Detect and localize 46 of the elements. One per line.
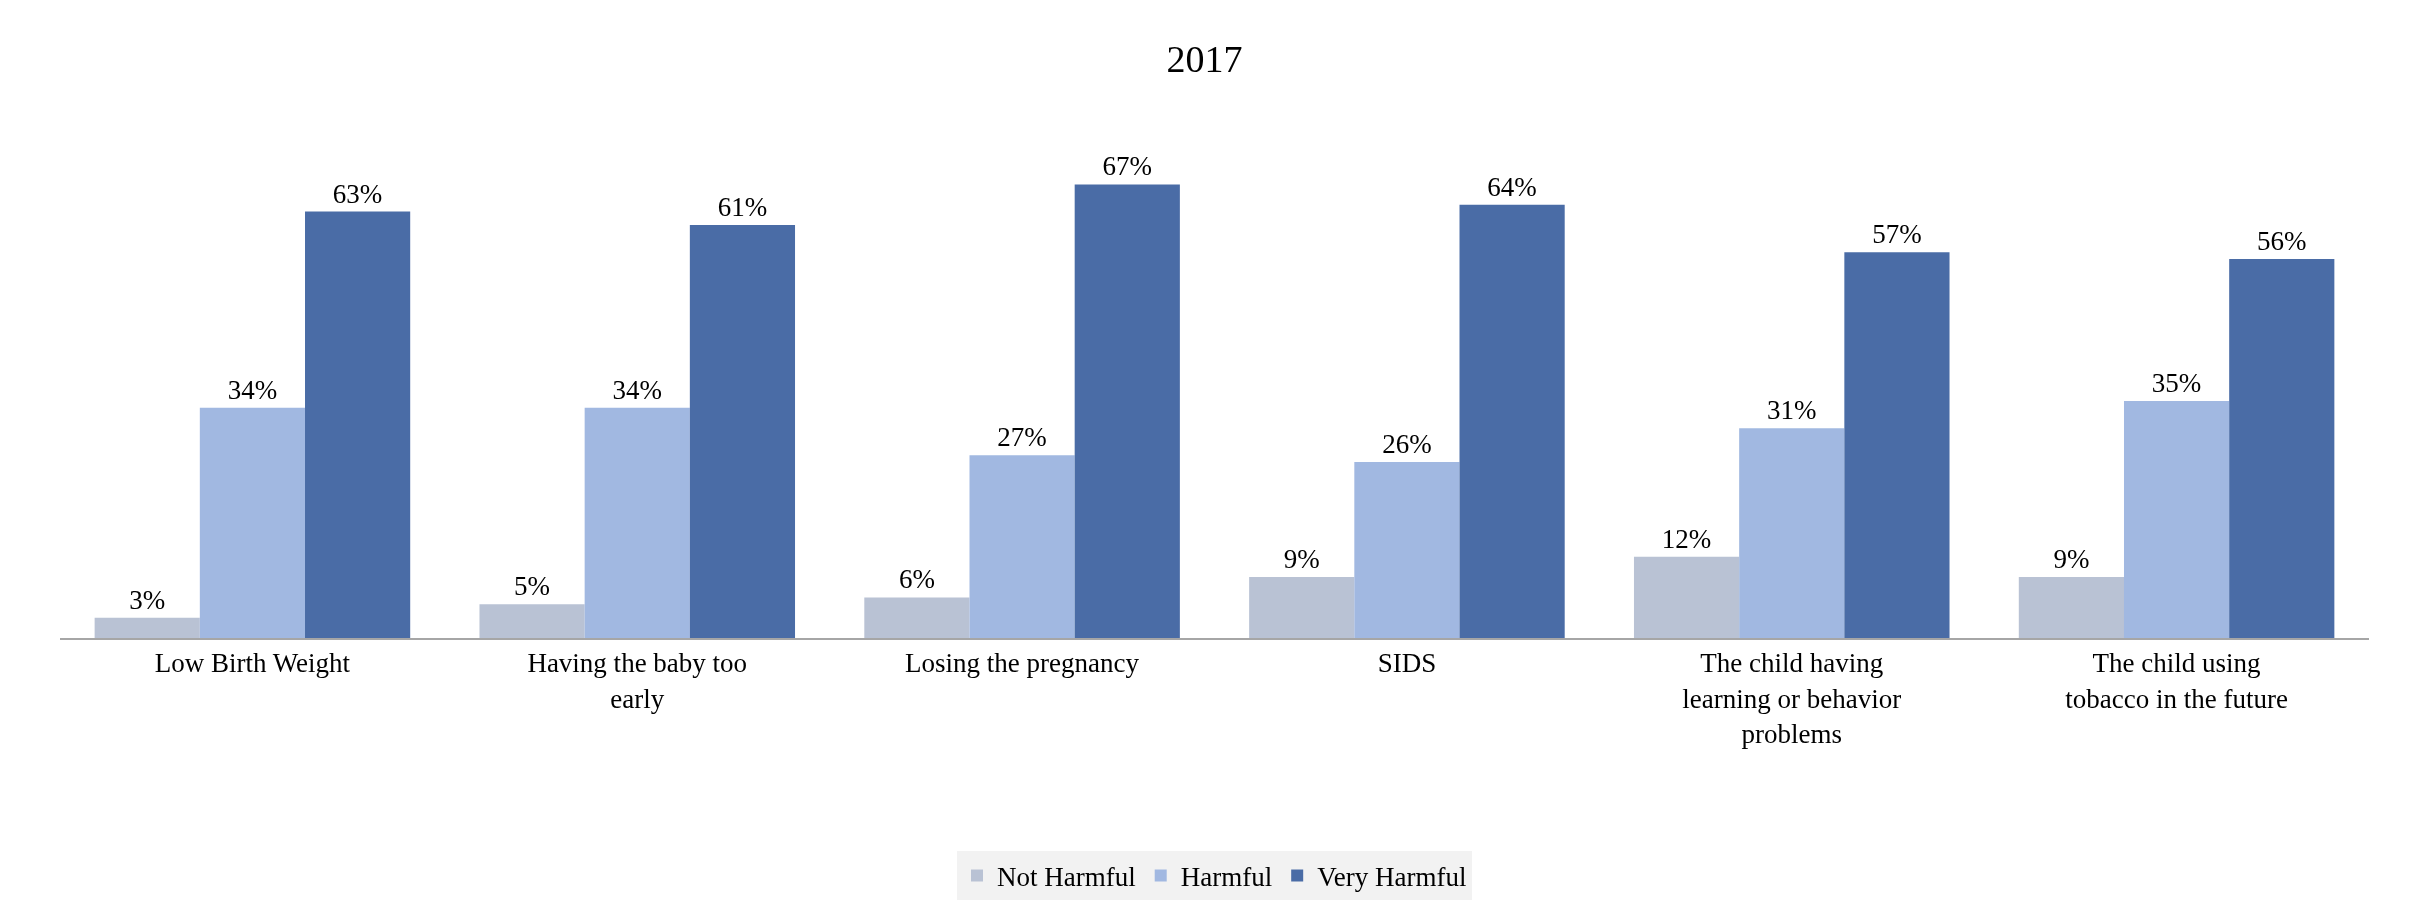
data-label: 27% (997, 422, 1047, 453)
data-label: 3% (129, 584, 166, 615)
bar (969, 455, 1075, 638)
data-label: 34% (612, 374, 662, 405)
bar (689, 225, 796, 638)
x-tick-label: Losing the pregnancy (905, 648, 1140, 679)
bar (584, 407, 690, 638)
bar (1459, 204, 1565, 638)
legend-label: Very Harmful (1317, 861, 1467, 892)
x-tick-label: Low Birth Weight (154, 648, 351, 679)
bar (479, 604, 585, 638)
data-label: 64% (1487, 171, 1537, 202)
legend-label: Not Harmful (997, 861, 1136, 892)
data-label: 5% (514, 571, 551, 602)
data-label: 57% (1872, 219, 1922, 250)
data-label: 12% (1661, 523, 1712, 554)
data-label: 63% (332, 178, 383, 209)
data-label: 61% (717, 192, 768, 223)
data-label: 26% (1382, 428, 1432, 459)
x-tick-label: SIDS (1377, 648, 1437, 679)
data-label: 6% (898, 564, 935, 595)
bar (305, 211, 411, 638)
data-label: 31% (1767, 395, 1817, 426)
bar (1633, 556, 1740, 638)
bar (1739, 428, 1845, 638)
bar (1249, 577, 1355, 638)
data-label: 35% (2151, 368, 2202, 399)
data-label: 9% (2053, 544, 2090, 575)
bar (1844, 252, 1950, 638)
data-label: 9% (1283, 544, 1320, 575)
bar (2229, 258, 2335, 638)
data-label: 67% (1102, 151, 1153, 182)
chart-title: 2017 (1166, 38, 1243, 81)
data-label: 56% (2257, 225, 2307, 256)
legend-label: Harmful (1180, 861, 1273, 892)
x-tick-label: The child using tobacco in the future (2065, 648, 2288, 714)
bar (1074, 184, 1180, 638)
bar (94, 617, 200, 638)
data-label: 34% (227, 374, 278, 405)
bar (2123, 401, 2230, 638)
bar (864, 597, 970, 638)
bar (199, 407, 306, 638)
x-tick-label: The child having learning or behavior problems (1682, 648, 1902, 749)
bar (2018, 577, 2124, 638)
bar (1354, 461, 1460, 638)
x-tick-label: Having the baby too early (527, 648, 748, 714)
